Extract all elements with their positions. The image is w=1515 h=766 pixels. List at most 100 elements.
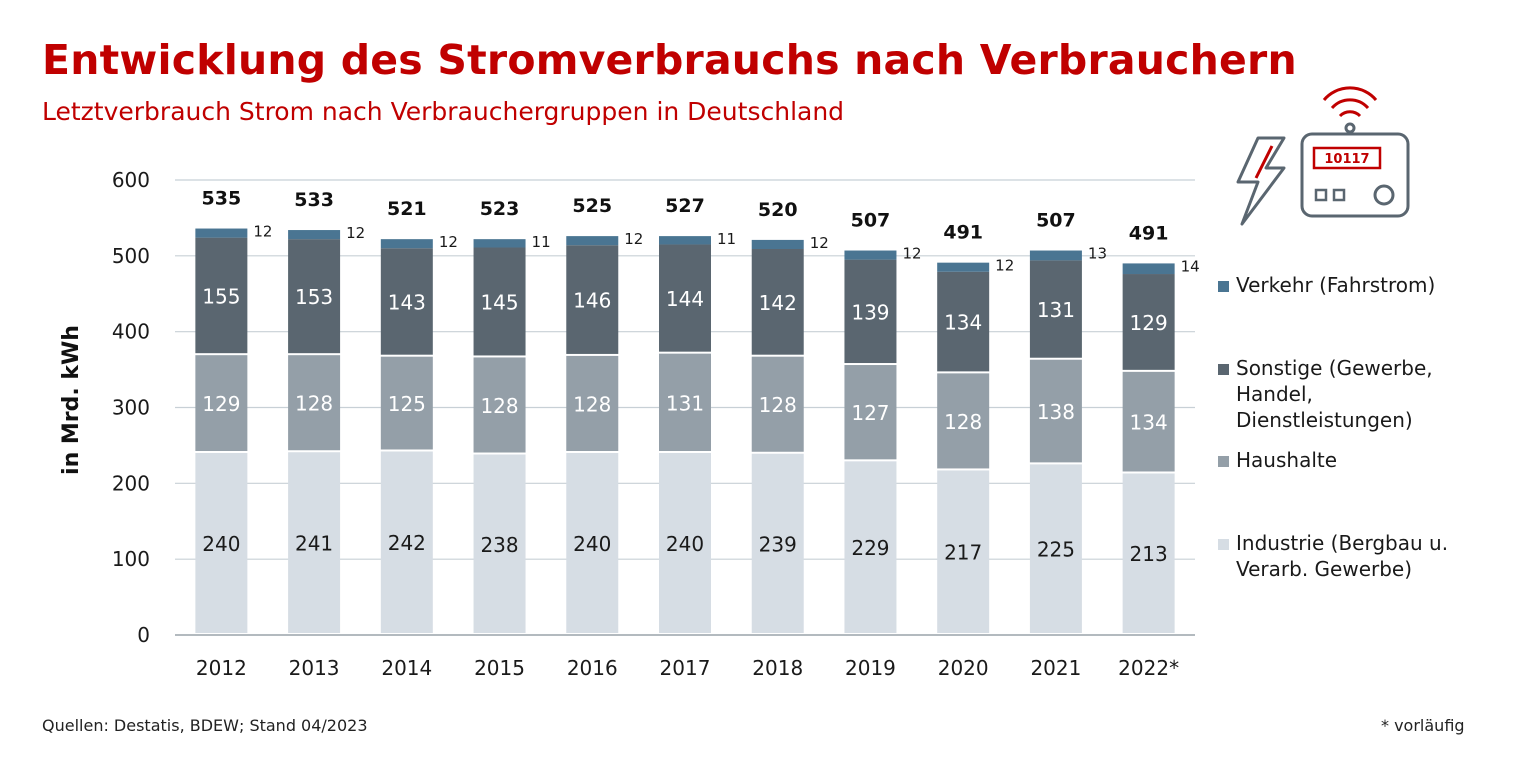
data-label-haushalte: 128 <box>573 392 611 416</box>
legend-swatch <box>1218 281 1229 292</box>
total-label: 521 <box>387 198 427 220</box>
total-label: 533 <box>294 189 334 211</box>
electricity-meter-icon: 10117 <box>1236 86 1410 226</box>
x-tick-label: 2020 <box>938 656 989 680</box>
data-label-sonstige: 145 <box>480 290 518 314</box>
data-label-sonstige: 146 <box>573 289 611 313</box>
data-label-verkehr: 12 <box>995 257 1014 275</box>
data-label-haushalte: 138 <box>1037 400 1075 424</box>
data-label-verkehr: 12 <box>253 223 272 241</box>
data-label-verkehr: 12 <box>810 234 829 252</box>
data-label-verkehr: 13 <box>1088 245 1107 263</box>
y-tick-label: 400 <box>112 320 150 344</box>
data-label-verkehr: 11 <box>717 230 736 248</box>
data-label-industrie: 240 <box>202 532 240 556</box>
y-tick-label: 200 <box>112 471 150 495</box>
bar-segment-haushalte <box>1122 371 1175 472</box>
bar-segment-sonstige <box>844 259 897 364</box>
bar-segment-verkehr <box>195 228 248 238</box>
data-label-industrie: 229 <box>851 536 889 560</box>
bar-segment-industrie <box>937 470 990 633</box>
y-axis-label: in Mrd. kWh <box>59 325 84 475</box>
y-tick-label: 600 <box>112 168 150 192</box>
data-label-sonstige: 131 <box>1037 298 1075 322</box>
data-label-industrie: 240 <box>666 532 704 556</box>
legend-label: Industrie (Bergbau u. Verarb. Gewerbe) <box>1236 531 1449 581</box>
data-label-sonstige: 155 <box>202 284 240 308</box>
x-tick-label: 2017 <box>660 656 711 680</box>
bar-segment-haushalte <box>937 373 990 469</box>
bar-segment-sonstige <box>751 249 804 355</box>
x-tick-label: 2012 <box>196 656 247 680</box>
x-tick-label: 2021 <box>1030 656 1081 680</box>
total-label: 507 <box>1036 210 1076 232</box>
bar-segment-industrie <box>751 453 804 633</box>
bar-segment-industrie <box>844 461 897 633</box>
bar-segment-verkehr <box>380 239 433 249</box>
bar-segment-verkehr <box>288 230 341 240</box>
data-label-haushalte: 125 <box>388 392 426 416</box>
data-label-sonstige: 142 <box>759 291 797 315</box>
data-label-haushalte: 128 <box>295 392 333 416</box>
bar-segment-industrie <box>1122 473 1175 633</box>
total-label: 507 <box>851 210 891 232</box>
bar-segment-sonstige <box>1122 274 1175 370</box>
data-label-haushalte: 134 <box>1130 411 1168 435</box>
chart-title: Entwicklung des Stromverbrauchs nach Ver… <box>42 36 1297 84</box>
bar-segment-industrie <box>659 453 711 633</box>
bar-segment-industrie <box>288 452 341 633</box>
legend-swatch <box>1218 539 1229 550</box>
total-label: 535 <box>202 188 242 210</box>
legend-swatch <box>1218 364 1229 375</box>
source-note: Quellen: Destatis, BDEW; Stand 04/2023 <box>42 716 368 735</box>
bar-segment-verkehr <box>1029 250 1082 261</box>
data-label-sonstige: 153 <box>295 285 333 309</box>
data-label-sonstige: 144 <box>666 287 704 311</box>
data-label-haushalte: 127 <box>851 401 889 425</box>
data-label-haushalte: 129 <box>202 392 240 416</box>
data-label-verkehr: 12 <box>902 245 921 263</box>
data-label-industrie: 240 <box>573 532 611 556</box>
bar-segment-haushalte <box>288 355 341 451</box>
bar-segment-haushalte <box>1029 359 1082 463</box>
data-label-haushalte: 128 <box>759 393 797 417</box>
data-label-industrie: 241 <box>295 532 333 556</box>
y-tick-label: 300 <box>112 396 150 420</box>
x-tick-label: 2019 <box>845 656 896 680</box>
legend-label: Verkehr (Fahrstrom) <box>1236 273 1436 297</box>
data-label-verkehr: 12 <box>439 233 458 251</box>
data-label-industrie: 238 <box>480 533 518 557</box>
data-label-sonstige: 139 <box>851 300 889 324</box>
bar-segment-haushalte <box>195 355 248 451</box>
legend-item-haushalte: Haushalte <box>1218 447 1496 473</box>
data-label-industrie: 213 <box>1130 542 1168 566</box>
total-label: 491 <box>943 222 983 244</box>
bar-segment-verkehr <box>566 236 619 246</box>
y-tick-label: 500 <box>112 244 150 268</box>
bar-segment-verkehr <box>844 250 897 260</box>
y-tick-label: 100 <box>112 547 150 571</box>
legend-label: Haushalte <box>1236 448 1338 472</box>
legend-item-industrie: Industrie (Bergbau u. Verarb. Gewerbe) <box>1218 530 1496 582</box>
lightning-icon <box>1236 136 1286 226</box>
legend-swatch <box>1218 456 1229 467</box>
bar-segment-industrie <box>1029 464 1082 633</box>
data-label-haushalte: 128 <box>944 410 982 434</box>
total-label: 520 <box>758 199 798 221</box>
data-label-industrie: 242 <box>388 531 426 555</box>
data-label-verkehr: 14 <box>1181 257 1200 275</box>
data-label-sonstige: 134 <box>944 311 982 335</box>
bar-segment-haushalte <box>473 357 526 453</box>
data-label-verkehr: 11 <box>532 233 551 251</box>
legend-label: Sonstige (Gewerbe, Handel, Dienstleistun… <box>1236 356 1433 432</box>
footnote: * vorläufig <box>1381 716 1465 735</box>
bar-segment-haushalte <box>751 356 804 452</box>
bar-segment-sonstige <box>380 248 433 355</box>
bar-segment-haushalte <box>659 353 711 451</box>
data-label-verkehr: 12 <box>346 224 365 242</box>
bar-segment-haushalte <box>380 356 433 450</box>
bar-segment-sonstige <box>659 244 711 352</box>
x-tick-label: 2014 <box>381 656 432 680</box>
x-tick-label: 2015 <box>474 656 525 680</box>
